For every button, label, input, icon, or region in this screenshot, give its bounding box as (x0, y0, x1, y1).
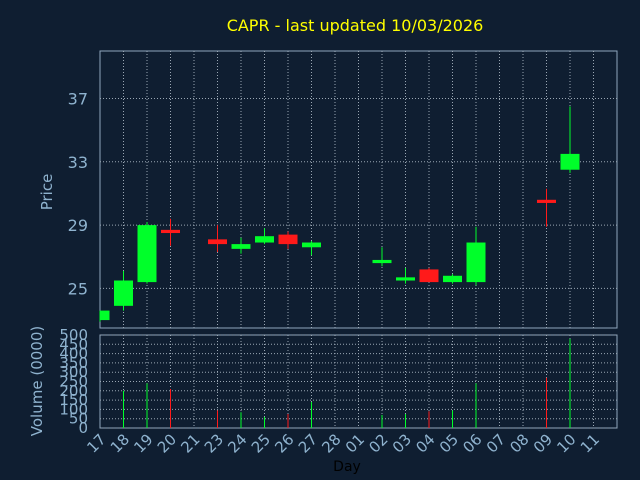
x-tick-label: 18 (107, 430, 133, 456)
x-tick-label: 19 (130, 430, 156, 456)
x-tick-label: 21 (177, 430, 203, 456)
volume-tick-label: 500 (59, 326, 88, 344)
candle-body (161, 229, 180, 234)
volume-tick-label: 200 (59, 382, 88, 400)
x-tick-label: 07 (483, 430, 509, 456)
volume-axis-label: Volume (0000) (28, 326, 46, 436)
volume-tick-label: 150 (59, 391, 88, 409)
volume-tick-label: 400 (59, 345, 88, 363)
candle-body (396, 277, 415, 281)
x-tick-label: 05 (436, 430, 462, 456)
candle-body (100, 310, 110, 321)
candle-body (278, 234, 298, 245)
volume-tick-label: 450 (59, 335, 88, 353)
volume-tick-label: 350 (59, 354, 88, 372)
x-tick-label: 08 (506, 430, 532, 456)
x-axis-ticks: 1718192021232425262728010203040506070809… (83, 430, 603, 456)
candle-body (208, 239, 227, 245)
x-tick-label: 23 (201, 430, 227, 456)
x-tick-label: 27 (295, 430, 321, 456)
x-tick-label: 02 (365, 430, 391, 456)
candle-body (419, 269, 439, 283)
x-tick-label: 20 (154, 430, 180, 456)
price-tick-label: 37 (68, 89, 88, 108)
candle-body (372, 259, 392, 264)
x-tick-label: 01 (342, 430, 368, 456)
candle-body (302, 242, 321, 248)
price-tick-label: 33 (68, 153, 88, 172)
x-tick-label: 25 (248, 430, 274, 456)
candle-body (137, 225, 157, 283)
volume-tick-label: 50 (69, 410, 88, 428)
volume-tick-label: 250 (59, 373, 88, 391)
candle-body (560, 153, 580, 170)
candle-body (114, 280, 133, 306)
x-tick-label: 24 (224, 430, 250, 456)
x-axis-label: Day (333, 459, 361, 475)
x-tick-label: 04 (412, 430, 438, 456)
x-tick-label: 10 (553, 430, 579, 456)
price-tick-label: 25 (68, 279, 88, 298)
candle-body (466, 242, 486, 283)
candle-body (231, 244, 251, 249)
candle-body (255, 236, 274, 243)
x-tick-label: 03 (389, 430, 415, 456)
x-tick-label: 06 (459, 430, 485, 456)
candle-body (443, 275, 462, 283)
volume-tick-label: 300 (59, 363, 88, 381)
volume-tick-label: 100 (59, 400, 88, 418)
x-tick-label: 28 (318, 430, 344, 456)
x-tick-label: 26 (271, 430, 297, 456)
x-tick-label: 09 (530, 430, 556, 456)
price-panel: 25 29 33 37 (68, 50, 618, 329)
volume-tick-label: 0 (78, 419, 88, 437)
price-tick-label: 29 (68, 216, 88, 235)
price-axis-label: Price (38, 174, 56, 211)
chart-title: CAPR - last updated 10/03/2026 (227, 16, 484, 35)
x-tick-label: 11 (577, 430, 603, 456)
candle-body (537, 199, 556, 203)
